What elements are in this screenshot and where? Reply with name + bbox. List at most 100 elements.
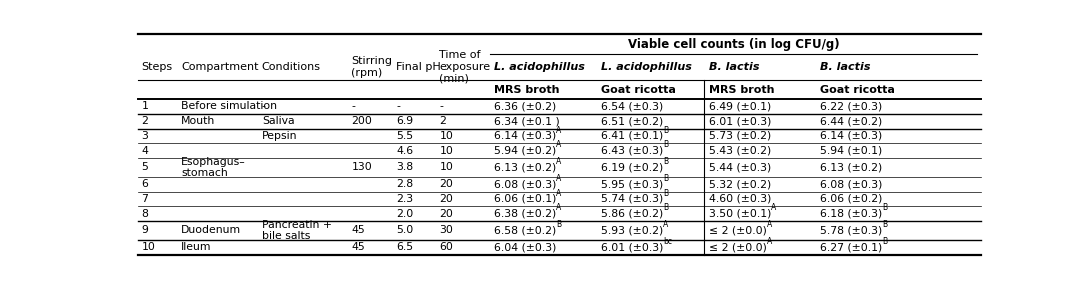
- Text: 5.43 (±0.2): 5.43 (±0.2): [709, 146, 771, 156]
- Text: 7: 7: [142, 194, 149, 204]
- Text: MRS broth: MRS broth: [494, 85, 559, 95]
- Text: Goat ricotta: Goat ricotta: [601, 85, 676, 95]
- Text: 1: 1: [142, 102, 149, 112]
- Text: 6.13 (±0.2): 6.13 (±0.2): [820, 162, 882, 172]
- Text: 20: 20: [439, 179, 453, 189]
- Text: 6.08 (±0.3): 6.08 (±0.3): [820, 179, 882, 189]
- Text: Final pH: Final pH: [396, 62, 441, 72]
- Text: -: -: [262, 102, 265, 112]
- Text: 6.44 (±0.2): 6.44 (±0.2): [820, 116, 882, 126]
- Text: Compartment: Compartment: [181, 62, 259, 72]
- Text: B: B: [556, 220, 561, 229]
- Text: 10: 10: [439, 131, 453, 141]
- Text: 5.93 (±0.2): 5.93 (±0.2): [601, 225, 663, 235]
- Text: 6.34 (±0.1 ): 6.34 (±0.1 ): [494, 116, 559, 126]
- Text: 4: 4: [142, 146, 149, 156]
- Text: B: B: [663, 174, 668, 183]
- Text: 2: 2: [439, 116, 447, 126]
- Text: A: A: [556, 203, 561, 212]
- Text: 5.32 (±0.2): 5.32 (±0.2): [709, 179, 771, 189]
- Text: 6.01 (±0.3): 6.01 (±0.3): [709, 116, 771, 126]
- Text: Ileum: Ileum: [181, 242, 212, 252]
- Text: 6.43 (±0.3): 6.43 (±0.3): [601, 146, 663, 156]
- Text: 3.8: 3.8: [396, 162, 414, 172]
- Text: 8: 8: [142, 208, 149, 219]
- Text: B: B: [882, 237, 888, 246]
- Text: 6.58 (±0.2): 6.58 (±0.2): [494, 225, 556, 235]
- Text: Duodenum: Duodenum: [181, 225, 241, 235]
- Text: 6.51 (±0.2): 6.51 (±0.2): [601, 116, 663, 126]
- Text: Viable cell counts (in log CFU/g): Viable cell counts (in log CFU/g): [628, 37, 840, 51]
- Text: B: B: [663, 188, 668, 198]
- Text: 6.04 (±0.3): 6.04 (±0.3): [494, 242, 556, 252]
- Text: Goat ricotta: Goat ricotta: [820, 85, 895, 95]
- Text: 20: 20: [439, 194, 453, 204]
- Text: ≤ 2 (±0.0): ≤ 2 (±0.0): [709, 225, 767, 235]
- Text: 6.5: 6.5: [396, 242, 414, 252]
- Text: 6: 6: [142, 179, 149, 189]
- Text: 6.27 (±0.1): 6.27 (±0.1): [820, 242, 882, 252]
- Text: B: B: [663, 157, 668, 166]
- Text: 45: 45: [352, 242, 365, 252]
- Text: 6.06 (±0.2): 6.06 (±0.2): [820, 194, 882, 204]
- Text: B. lactis: B. lactis: [820, 62, 870, 72]
- Text: Pepsin: Pepsin: [262, 131, 297, 141]
- Text: 5.5: 5.5: [396, 131, 414, 141]
- Text: 6.22 (±0.3): 6.22 (±0.3): [820, 102, 882, 112]
- Text: Pancreatin +
bile salts: Pancreatin + bile salts: [262, 220, 332, 241]
- Text: B: B: [663, 203, 668, 212]
- Text: 5.94 (±0.1): 5.94 (±0.1): [820, 146, 882, 156]
- Text: 200: 200: [352, 116, 372, 126]
- Text: 60: 60: [439, 242, 453, 252]
- Text: A: A: [556, 140, 561, 149]
- Text: 6.14 (±0.3): 6.14 (±0.3): [820, 131, 882, 141]
- Text: Mouth: Mouth: [181, 116, 215, 126]
- Text: 6.38 (±0.2): 6.38 (±0.2): [494, 208, 556, 219]
- Text: 3.50 (±0.1): 3.50 (±0.1): [709, 208, 771, 219]
- Text: A: A: [767, 220, 772, 229]
- Text: B. lactis: B. lactis: [709, 62, 759, 72]
- Text: 10: 10: [439, 146, 453, 156]
- Text: MRS broth: MRS broth: [709, 85, 774, 95]
- Text: B: B: [882, 220, 888, 229]
- Text: 6.06 (±0.1): 6.06 (±0.1): [494, 194, 556, 204]
- Text: 45: 45: [352, 225, 365, 235]
- Text: 9: 9: [142, 225, 149, 235]
- Text: B: B: [663, 126, 668, 134]
- Text: 20: 20: [439, 208, 453, 219]
- Text: Conditions: Conditions: [262, 62, 321, 72]
- Text: 6.9: 6.9: [396, 116, 414, 126]
- Text: Saliva: Saliva: [262, 116, 295, 126]
- Text: 5.0: 5.0: [396, 225, 414, 235]
- Text: 5.86 (±0.2): 5.86 (±0.2): [601, 208, 663, 219]
- Text: B: B: [663, 140, 668, 149]
- Text: L. acidophillus: L. acidophillus: [601, 62, 692, 72]
- Text: bc: bc: [664, 237, 673, 246]
- Text: -: -: [439, 102, 443, 112]
- Text: 5.94 (±0.2): 5.94 (±0.2): [494, 146, 556, 156]
- Text: 6.19 (±0.2): 6.19 (±0.2): [601, 162, 663, 172]
- Text: 2.3: 2.3: [396, 194, 414, 204]
- Text: 10: 10: [439, 162, 453, 172]
- Text: 5.73 (±0.2): 5.73 (±0.2): [709, 131, 771, 141]
- Text: Stirring
(rpm): Stirring (rpm): [352, 56, 392, 78]
- Text: 5.95 (±0.3): 5.95 (±0.3): [601, 179, 663, 189]
- Text: 6.14 (±0.3): 6.14 (±0.3): [494, 131, 556, 141]
- Text: 5.74 (±0.3): 5.74 (±0.3): [601, 194, 663, 204]
- Text: 6.54 (±0.3): 6.54 (±0.3): [601, 102, 663, 112]
- Text: 4.6: 4.6: [396, 146, 414, 156]
- Text: 5.78 (±0.3): 5.78 (±0.3): [820, 225, 882, 235]
- Text: B: B: [882, 203, 888, 212]
- Text: -: -: [352, 102, 355, 112]
- Text: 6.13 (±0.2): 6.13 (±0.2): [494, 162, 556, 172]
- Text: 5.44 (±0.3): 5.44 (±0.3): [709, 162, 771, 172]
- Text: A: A: [556, 188, 561, 198]
- Text: 6.36 (±0.2): 6.36 (±0.2): [494, 102, 556, 112]
- Text: 2: 2: [142, 116, 149, 126]
- Text: A: A: [556, 126, 561, 134]
- Text: 4.60 (±0.3): 4.60 (±0.3): [709, 194, 771, 204]
- Text: 10: 10: [142, 242, 155, 252]
- Text: A: A: [556, 157, 561, 166]
- Text: 6.41 (±0.1): 6.41 (±0.1): [601, 131, 663, 141]
- Text: 5: 5: [142, 162, 149, 172]
